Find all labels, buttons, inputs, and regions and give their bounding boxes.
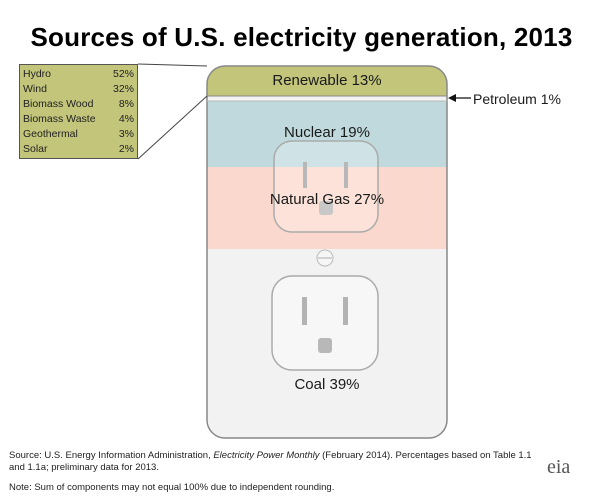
legend-value: 8% bbox=[118, 98, 134, 110]
nuclear-segment bbox=[207, 101, 447, 167]
source-prefix: Source: U.S. Energy Information Administ… bbox=[9, 450, 214, 461]
legend-value: 3% bbox=[118, 128, 134, 140]
coal-label: Coal 39% bbox=[294, 376, 360, 393]
legend-name: Solar bbox=[23, 143, 48, 155]
legend-name: Biomass Waste bbox=[23, 113, 96, 125]
legend-value: 4% bbox=[118, 113, 134, 125]
source-publication: Electricity Power Monthly bbox=[213, 450, 320, 461]
legend-connector-top bbox=[137, 63, 208, 67]
legend-name: Geothermal bbox=[23, 128, 78, 140]
renewable-label: Renewable 13% bbox=[272, 72, 382, 89]
outlet-plate-border bbox=[206, 65, 448, 439]
legend-value: 52% bbox=[112, 68, 134, 80]
petroleum-arrow-icon bbox=[448, 94, 471, 102]
source-suffix: (February 2014). Percentages based on Ta… bbox=[9, 450, 532, 473]
legend-name: Wind bbox=[23, 83, 47, 95]
rounding-note: Note: Sum of components may not equal 10… bbox=[9, 482, 335, 493]
legend-row: Hydro 52% bbox=[23, 67, 134, 82]
petroleum-label: Petroleum 1% bbox=[473, 91, 561, 107]
lower-receptacle bbox=[271, 275, 379, 371]
nuclear-label: Nuclear 19% bbox=[284, 124, 370, 141]
legend-connector-bottom bbox=[137, 95, 208, 160]
legend-row: Geothermal 3% bbox=[23, 127, 134, 142]
renewable-breakdown-legend: Hydro 52% Wind 32% Biomass Wood 8% Biomass … bbox=[19, 64, 138, 159]
petroleum-segment bbox=[207, 96, 447, 101]
renewable-segment bbox=[207, 66, 447, 96]
legend-row: Biomass Wood 8% bbox=[23, 97, 134, 112]
gas-label: Natural Gas 27% bbox=[269, 191, 385, 208]
upper-receptacle bbox=[273, 140, 379, 233]
chart-title: Sources of U.S. electricity generation, … bbox=[30, 22, 573, 52]
legend-name: Hydro bbox=[23, 68, 52, 80]
legend-name: Biomass Wood bbox=[23, 98, 94, 110]
center-screw-icon bbox=[316, 249, 334, 267]
legend-value: 2% bbox=[118, 143, 134, 155]
eia-logo: eia bbox=[547, 456, 571, 478]
legend-row: Solar 2% bbox=[23, 142, 134, 157]
legend-row: Biomass Waste 4% bbox=[23, 112, 134, 127]
legend-row: Wind 32% bbox=[23, 82, 134, 97]
source-note: Source: U.S. Energy Information Administ… bbox=[9, 450, 549, 474]
legend-value: 32% bbox=[112, 83, 134, 95]
